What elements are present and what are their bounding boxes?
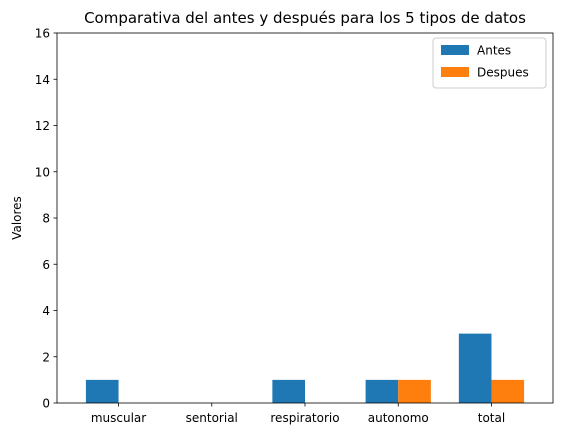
x-tick-label: autonomo (368, 411, 429, 425)
legend: Antes Despues (432, 37, 547, 89)
legend-swatch-antes (441, 45, 469, 55)
bar-antes-total (458, 333, 492, 403)
y-tick-label: 2 (42, 350, 50, 364)
x-axis-ticks: muscular sentorial respiratorio autonomo tot… (91, 403, 505, 425)
legend-label-antes: Antes (477, 44, 511, 58)
chart-title: Comparativa del antes y después para los… (84, 9, 526, 27)
bar-despues-total (491, 379, 525, 403)
bar-antes-muscular (85, 379, 119, 403)
x-tick-label: sentorial (186, 411, 238, 425)
y-tick-label: 8 (42, 212, 50, 226)
legend-label-despues: Despues (477, 66, 529, 80)
y-tick-label: 12 (35, 119, 50, 133)
y-axis-ticks: 0 2 4 6 8 10 12 14 16 (35, 27, 57, 411)
plot-frame (56, 32, 554, 404)
y-tick-label: 14 (35, 73, 50, 87)
bar-despues-autonomo (398, 379, 431, 403)
legend-swatch-despues (441, 67, 469, 77)
x-tick-label: muscular (91, 411, 146, 425)
bar-antes-autonomo (365, 379, 399, 403)
bar-antes-respiratorio (272, 379, 305, 403)
x-tick-label: respiratorio (270, 411, 339, 425)
y-tick-label: 10 (35, 165, 50, 179)
y-tick-label: 0 (42, 397, 50, 411)
bars-group (85, 333, 525, 403)
y-tick-label: 6 (42, 258, 50, 272)
y-axis-title: Valores (10, 196, 24, 240)
x-tick-label: total (478, 411, 505, 425)
y-tick-label: 4 (42, 304, 50, 318)
y-tick-label: 16 (35, 27, 50, 41)
